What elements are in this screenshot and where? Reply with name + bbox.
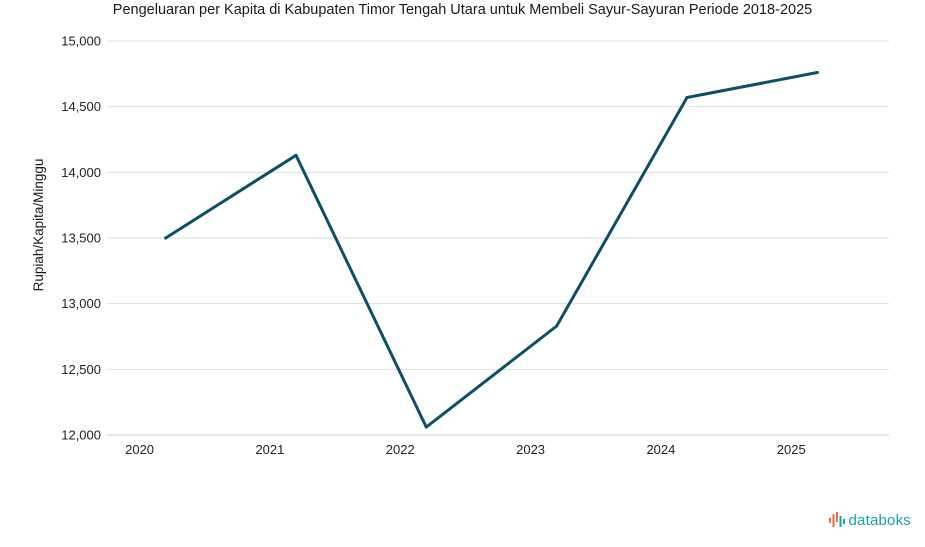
data-point (294, 153, 298, 157)
data-point (555, 324, 559, 328)
y-axis-ticks: 12,000 12,500 13,000 13,500 14,000 14,500 15,0… (61, 34, 101, 443)
chart-title: Pengeluaran per Kapita di Kabupaten Timo… (112, 2, 813, 18)
y-axis-label: Rupiah/Kapita/Minggu (31, 159, 46, 292)
y-tick-label: 12,000 (61, 428, 101, 443)
data-point (424, 425, 428, 429)
x-tick-label: 2021 (255, 442, 284, 457)
y-tick-label: 12,500 (61, 362, 101, 377)
gridlines (107, 40, 889, 436)
databoks-logo: databoks (828, 511, 911, 529)
data-point (164, 236, 168, 240)
data-points (164, 71, 819, 429)
y-tick-label: 13,500 (61, 231, 101, 246)
data-point (685, 95, 689, 99)
x-axis-ticks: 2020 2021 2022 2023 2024 2025 (125, 442, 806, 457)
x-tick-label: 2020 (125, 442, 154, 457)
x-tick-label: 2025 (777, 442, 806, 457)
data-point (815, 71, 819, 75)
brand-name: databoks (848, 511, 911, 529)
x-tick-label: 2024 (646, 442, 675, 457)
x-tick-label: 2023 (516, 442, 545, 457)
y-tick-label: 14,500 (61, 99, 101, 114)
y-tick-label: 15,000 (61, 34, 101, 49)
y-tick-label: 14,000 (61, 165, 101, 180)
databoks-bars-icon (828, 512, 845, 527)
series-line (164, 71, 819, 429)
y-tick-label: 13,000 (61, 296, 101, 311)
x-tick-label: 2022 (386, 442, 415, 457)
